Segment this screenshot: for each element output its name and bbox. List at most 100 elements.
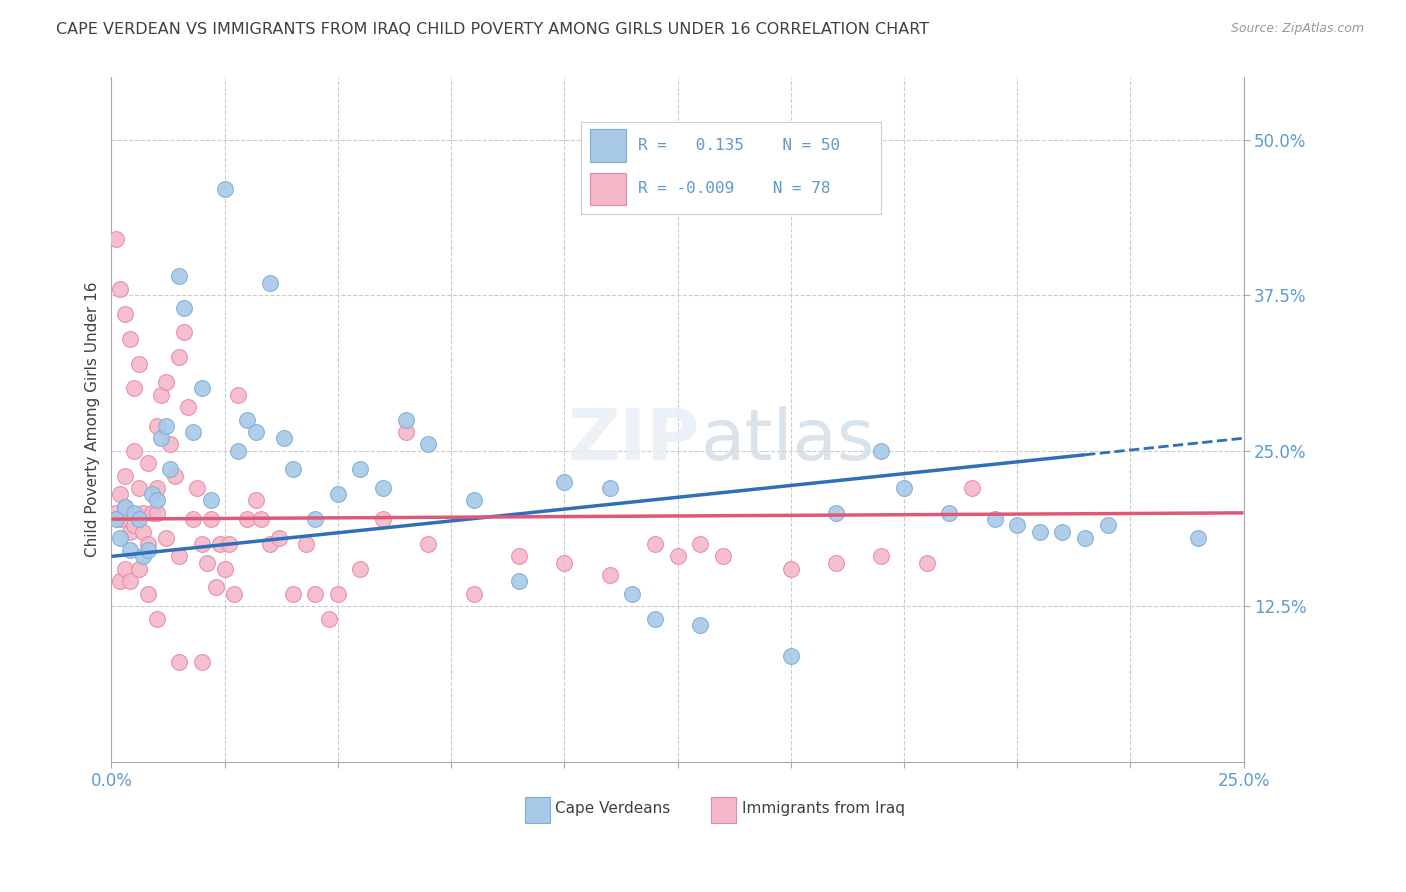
Point: [226, 443, 249, 458]
Point: [122, 506, 145, 520]
Point: [110, 487, 132, 501]
Point: [110, 282, 132, 296]
Point: [169, 549, 191, 564]
Point: [104, 512, 127, 526]
Point: [186, 481, 208, 495]
Bar: [524, 797, 550, 823]
Point: [118, 332, 141, 346]
Point: [150, 431, 173, 445]
Point: [173, 326, 195, 340]
Point: [136, 456, 159, 470]
Text: Immigrants from Iraq: Immigrants from Iraq: [742, 801, 905, 815]
Point: [132, 506, 155, 520]
Point: [326, 487, 349, 501]
Point: [128, 481, 150, 495]
Point: [136, 587, 159, 601]
Point: [118, 574, 141, 589]
Point: [169, 269, 191, 284]
Point: [373, 481, 395, 495]
Point: [373, 512, 395, 526]
Text: ZIP: ZIP: [568, 406, 700, 475]
Point: [1029, 524, 1052, 539]
Point: [136, 543, 159, 558]
Point: [553, 556, 575, 570]
Point: [173, 301, 195, 315]
Point: [870, 549, 893, 564]
Point: [191, 655, 214, 669]
Point: [689, 617, 711, 632]
Point: [145, 506, 167, 520]
Point: [155, 531, 177, 545]
Point: [150, 387, 173, 401]
Point: [169, 655, 191, 669]
Point: [250, 512, 273, 526]
Point: [145, 481, 167, 495]
Point: [236, 412, 259, 426]
Text: CAPE VERDEAN VS IMMIGRANTS FROM IRAQ CHILD POVERTY AMONG GIRLS UNDER 16 CORRELAT: CAPE VERDEAN VS IMMIGRANTS FROM IRAQ CHI…: [56, 22, 929, 37]
Point: [779, 562, 801, 576]
Point: [273, 431, 295, 445]
Bar: [711, 797, 737, 823]
Point: [295, 537, 318, 551]
Point: [644, 611, 666, 625]
Text: atlas: atlas: [700, 406, 875, 475]
Point: [118, 524, 141, 539]
Point: [304, 512, 326, 526]
Point: [200, 512, 222, 526]
Point: [141, 506, 163, 520]
Point: [893, 481, 915, 495]
Point: [128, 562, 150, 576]
Point: [195, 556, 218, 570]
Point: [983, 512, 1005, 526]
Point: [104, 506, 127, 520]
Point: [114, 500, 136, 514]
Point: [110, 531, 132, 545]
Point: [122, 443, 145, 458]
Point: [553, 475, 575, 489]
Point: [349, 562, 371, 576]
Point: [245, 493, 267, 508]
Point: [960, 481, 983, 495]
Point: [644, 537, 666, 551]
Point: [200, 493, 222, 508]
Point: [259, 537, 281, 551]
Point: [395, 425, 418, 439]
Point: [181, 512, 204, 526]
Point: [711, 549, 734, 564]
Point: [163, 468, 186, 483]
Point: [463, 587, 485, 601]
Point: [122, 518, 145, 533]
Point: [870, 443, 893, 458]
Point: [145, 611, 167, 625]
Point: [599, 481, 621, 495]
Point: [915, 556, 938, 570]
Point: [267, 531, 290, 545]
Point: [104, 232, 127, 246]
Point: [349, 462, 371, 476]
Point: [177, 400, 200, 414]
Point: [132, 524, 155, 539]
Point: [114, 468, 136, 483]
Point: [114, 307, 136, 321]
Point: [214, 182, 236, 196]
Point: [128, 512, 150, 526]
Point: [259, 276, 281, 290]
Point: [599, 568, 621, 582]
Point: [209, 537, 232, 551]
Point: [128, 357, 150, 371]
Point: [418, 537, 440, 551]
Y-axis label: Child Poverty Among Girls Under 16: Child Poverty Among Girls Under 16: [86, 282, 100, 558]
Point: [318, 611, 340, 625]
Point: [463, 493, 485, 508]
Point: [118, 543, 141, 558]
Point: [218, 537, 240, 551]
Point: [508, 549, 530, 564]
Point: [508, 574, 530, 589]
Point: [236, 512, 259, 526]
Point: [245, 425, 267, 439]
Text: Cape Verdeans: Cape Verdeans: [555, 801, 671, 815]
Point: [304, 587, 326, 601]
Point: [204, 581, 226, 595]
Point: [779, 648, 801, 663]
Point: [155, 418, 177, 433]
